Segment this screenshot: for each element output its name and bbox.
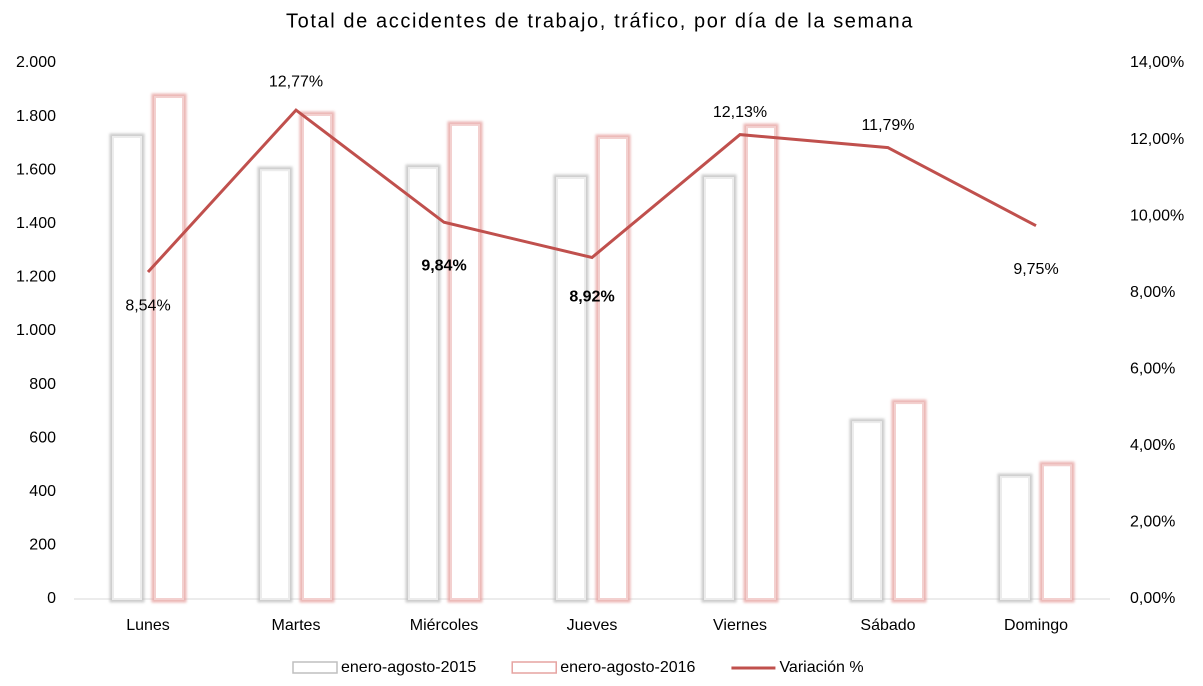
- bar: [852, 421, 882, 600]
- bar: [260, 169, 290, 600]
- bar: [302, 113, 332, 600]
- y-tick-label: 1.600: [16, 161, 56, 178]
- x-tick-label: Jueves: [567, 617, 618, 634]
- bar: [894, 402, 924, 601]
- y-tick-label: 1.200: [16, 269, 56, 286]
- y2-tick-label: 10,00%: [1130, 207, 1184, 224]
- x-tick-label: Viernes: [713, 617, 767, 634]
- x-tick-label: Lunes: [126, 617, 170, 634]
- bar: [598, 137, 628, 600]
- bar: [1042, 464, 1072, 600]
- data-label: 8,92%: [569, 289, 614, 306]
- y-tick-label: 800: [29, 376, 56, 393]
- x-tick-label: Martes: [272, 617, 321, 634]
- legend-label: Variación %: [779, 659, 863, 676]
- legend-label: enero-agosto-2015: [341, 659, 476, 676]
- bar: [408, 167, 438, 600]
- data-label: 8,54%: [125, 297, 170, 314]
- y-tick-label: 400: [29, 483, 56, 500]
- bar: [154, 96, 184, 600]
- y2-tick-label: 14,00%: [1130, 54, 1184, 71]
- bar: [556, 176, 586, 601]
- y2-tick-label: 2,00%: [1130, 514, 1175, 531]
- y2-tick-label: 12,00%: [1130, 131, 1184, 148]
- y2-tick-label: 8,00%: [1130, 284, 1175, 301]
- y2-tick-label: 6,00%: [1130, 361, 1175, 378]
- data-label: 9,84%: [421, 257, 466, 274]
- data-label: 11,79%: [861, 117, 914, 134]
- y2-tick-label: 4,00%: [1130, 437, 1175, 454]
- bar: [704, 176, 734, 601]
- y-tick-label: 1.400: [16, 215, 56, 232]
- y-tick-label: 0: [47, 590, 56, 607]
- chart-title: Total de accidentes de trabajo, tráfico,…: [286, 10, 914, 32]
- bar: [746, 126, 776, 600]
- x-tick-label: Miércoles: [410, 617, 478, 634]
- line: [146, 108, 1037, 274]
- y2-tick-label: 0,00%: [1130, 590, 1175, 607]
- legend-swatch: [511, 661, 557, 674]
- y-tick-label: 600: [29, 429, 56, 446]
- x-tick-label: Sábado: [860, 617, 915, 634]
- y-tick-label: 1.000: [16, 322, 56, 339]
- bar: [450, 123, 480, 601]
- data-label: 12,77%: [269, 73, 323, 90]
- data-label: 12,13%: [713, 104, 767, 121]
- y-tick-label: 1.800: [16, 108, 56, 125]
- y-tick-label: 2.000: [16, 54, 56, 71]
- data-label: 9,75%: [1013, 261, 1058, 278]
- y-tick-label: 200: [29, 537, 56, 554]
- x-tick-label: Domingo: [1004, 617, 1068, 634]
- legend-swatch: [292, 661, 338, 674]
- bar: [112, 135, 142, 601]
- legend-label: enero-agosto-2016: [560, 659, 695, 676]
- bar: [1000, 476, 1030, 600]
